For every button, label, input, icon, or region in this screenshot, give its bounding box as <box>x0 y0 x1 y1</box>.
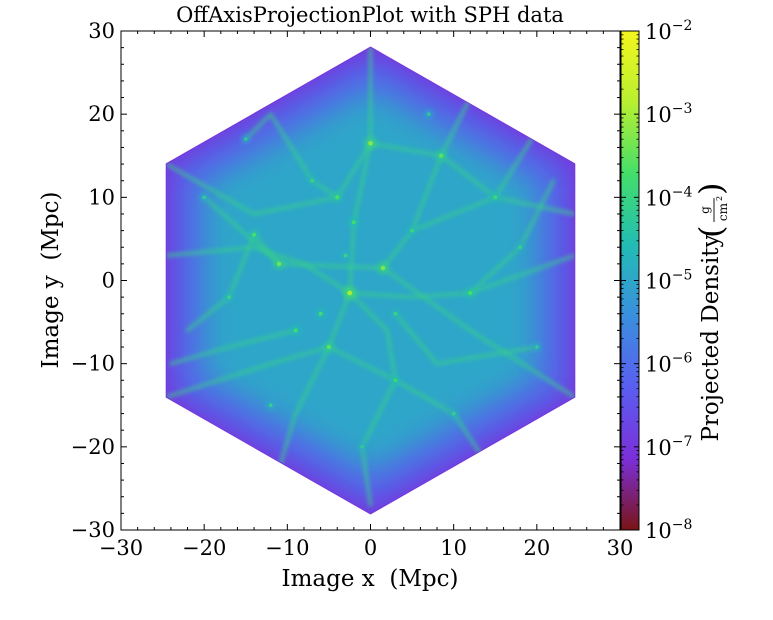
y-axis: −30 −20 −10 0 10 20 30 <box>71 19 620 542</box>
x-tick-label: −10 <box>265 536 309 560</box>
colorbar-tick-label: 10−7 <box>645 434 692 460</box>
density-peak <box>252 232 257 237</box>
filament <box>244 112 339 199</box>
colorbar-unit-numerator: g <box>698 206 712 214</box>
x-tick-label: 20 <box>523 536 550 560</box>
colorbar-tick-label: 10−2 <box>645 18 692 44</box>
density-peak <box>202 195 206 200</box>
filament <box>393 312 539 366</box>
density-peak <box>268 403 273 408</box>
density-peak-halo <box>481 458 492 469</box>
y-tick-label: −10 <box>71 352 115 376</box>
density-peak <box>439 153 444 158</box>
filament <box>169 328 298 366</box>
density-peak <box>368 140 373 146</box>
density-peak <box>347 290 353 296</box>
y-tick-label: 30 <box>88 19 115 43</box>
y-tick-label: 0 <box>102 269 115 293</box>
y-axis-label: Image y (Mpc) <box>38 192 64 369</box>
colorbar: 10−8 10−7 10−6 10−5 10−4 10−3 10−2 Projected D… <box>620 18 730 543</box>
colorbar-unit-denominator-power: 2 <box>715 196 724 201</box>
colorbar-ticks: 10−8 10−7 10−6 10−5 10−4 10−3 10−2 <box>621 18 692 543</box>
filament <box>381 95 472 270</box>
density-peak <box>318 311 323 316</box>
density-peak <box>485 461 489 466</box>
y-tick-label: 10 <box>88 185 115 209</box>
density-peak <box>410 228 414 233</box>
density-peak <box>535 345 539 349</box>
x-axis: −30 −20 −10 0 10 20 30 <box>99 31 634 560</box>
colorbar-tick-label: 10−4 <box>645 184 692 210</box>
density-peak <box>310 178 315 183</box>
density-peak <box>468 290 473 296</box>
y-tick-label: −20 <box>71 435 115 459</box>
density-peak <box>335 195 340 200</box>
colorbar-unit-denominator-base: cm <box>716 202 730 221</box>
x-tick-label: −30 <box>99 536 143 560</box>
density-peak <box>244 137 248 141</box>
colorbar-unit-open-paren: ( <box>692 226 730 238</box>
colorbar-tick-label: 10−3 <box>645 101 692 127</box>
colorbar-unit-close-paren: ) <box>692 183 730 195</box>
density-peak <box>326 344 332 350</box>
density-peak <box>343 253 348 258</box>
density-peak <box>426 112 431 116</box>
density-peak <box>360 445 364 449</box>
x-tick-label: 0 <box>364 536 377 560</box>
x-axis-label: Image x (Mpc) <box>282 566 459 592</box>
density-core-layer <box>203 89 538 472</box>
density-peak <box>380 265 386 271</box>
density-peak <box>276 261 282 267</box>
colorbar-unit-denominator: cm <box>716 202 730 221</box>
filament <box>185 233 281 332</box>
x-tick-label: 30 <box>607 536 634 560</box>
density-peak <box>227 295 232 300</box>
x-tick-label: −20 <box>182 536 226 560</box>
colorbar-tick-label: 10−6 <box>645 351 692 377</box>
density-field <box>166 47 575 507</box>
colorbar-tick-label: 10−8 <box>645 517 692 543</box>
density-peak <box>493 195 498 200</box>
density-peak <box>451 411 456 416</box>
chart-title: OffAxisProjectionPlot with SPH data <box>176 3 564 27</box>
y-tick-label: 20 <box>88 102 115 126</box>
colorbar-tick-label: 10−5 <box>645 268 692 294</box>
density-peak <box>393 378 398 383</box>
density-peak <box>393 311 398 316</box>
density-peak <box>293 328 298 333</box>
plot-area <box>165 46 576 515</box>
density-peak <box>351 220 356 225</box>
colorbar-label-text: Projected Density <box>698 234 724 441</box>
y-tick-label: −30 <box>71 518 115 542</box>
colorbar-label: Projected Density ( g cm 2 ) <box>692 183 730 442</box>
filament <box>166 345 489 466</box>
x-tick-label: 10 <box>440 536 467 560</box>
density-peak <box>518 245 523 250</box>
